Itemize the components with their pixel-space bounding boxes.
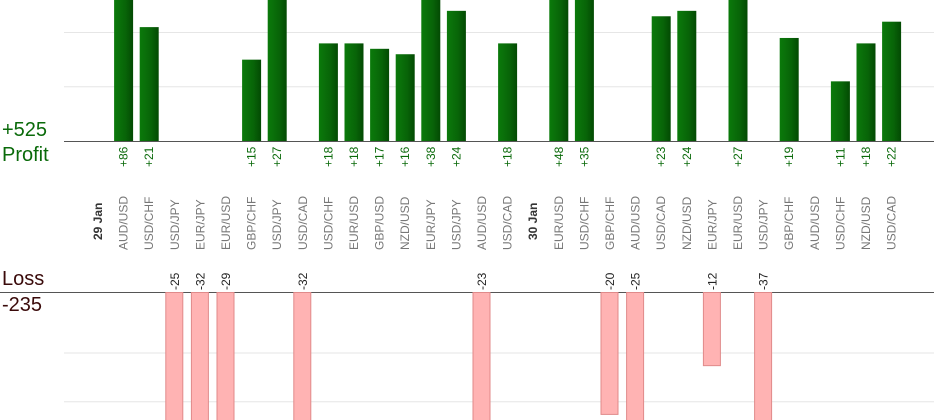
pair-label: EUR/JPY	[705, 199, 719, 250]
pair-label: USD/JPY	[757, 199, 771, 250]
loss-bar	[600, 292, 619, 415]
pair-label: EUR/JPY	[424, 199, 438, 250]
profit-bar	[549, 0, 569, 141]
profit-value-label: +18	[321, 146, 335, 167]
profit-bar	[677, 10, 697, 141]
loss-bar	[472, 292, 491, 420]
profit-value-label: +48	[552, 146, 566, 167]
profit-bar	[856, 43, 876, 142]
loss-bar	[216, 292, 235, 420]
loss-bar	[754, 292, 773, 420]
loss-value-label: -25	[629, 272, 643, 290]
date-label: 30 Jan	[526, 203, 540, 240]
loss-label: Loss	[2, 268, 45, 290]
profit-value-label: +18	[501, 146, 515, 167]
loss-bar	[165, 292, 184, 420]
pair-label: AUD/USD	[475, 196, 489, 250]
loss-value-label: -23	[475, 272, 489, 290]
loss-value-label: -20	[603, 272, 617, 290]
profit-label: Profit	[2, 144, 49, 166]
profit-value-label: +21	[142, 146, 156, 167]
pair-label: NZD/USD	[859, 196, 873, 250]
profit-bar	[370, 48, 390, 141]
profit-value-label: +86	[117, 146, 131, 167]
profit-value-label: +27	[731, 146, 745, 167]
loss-value-label: -29	[219, 272, 233, 290]
profit-bar	[779, 37, 799, 141]
profit-value-label: +16	[398, 146, 412, 167]
pair-label: USD/CAD	[296, 196, 310, 250]
profit-value-label: +18	[859, 146, 873, 167]
profit-bar	[267, 0, 287, 141]
profit-bar	[574, 0, 594, 141]
pair-label: GBP/CHF	[245, 197, 259, 250]
date-label: 29 Jan	[91, 203, 105, 240]
pair-label: EUR/USD	[219, 196, 233, 250]
pair-label: NZD/USD	[398, 196, 412, 250]
profit-value-label: +23	[654, 146, 668, 167]
profit-value-label: +24	[449, 146, 463, 167]
profit-bar	[318, 43, 338, 142]
bars-layer	[114, 0, 902, 420]
loss-value-label: -37	[757, 272, 771, 290]
profit-value-label: +18	[347, 146, 361, 167]
labels-layer: 29 Jan AUD/USD +86 USD/CHF +21 USD/JPY -25 EUR/…	[91, 146, 899, 290]
profit-value-label: +38	[424, 146, 438, 167]
loss-value-label: -32	[296, 272, 310, 290]
profit-value-label: +17	[373, 146, 387, 167]
profit-value-label: +19	[782, 146, 796, 167]
loss-bar	[293, 292, 312, 420]
pair-label: AUD/USD	[629, 196, 643, 250]
profit-bar	[446, 10, 466, 141]
pair-label: AUD/USD	[808, 196, 822, 250]
loss-bar	[190, 292, 209, 420]
profit-bar	[728, 0, 748, 141]
pair-label: USD/CHF	[142, 197, 156, 250]
profit-bar	[395, 54, 415, 141]
loss-bar	[702, 292, 721, 367]
pair-label: USD/CAD	[501, 196, 515, 250]
profit-value-label: +22	[885, 146, 899, 167]
profit-bar	[139, 27, 159, 141]
grid-layer	[0, 32, 934, 403]
pair-label: USD/CHF	[577, 197, 591, 250]
total-loss-label: -235	[2, 294, 43, 316]
profit-bar	[242, 59, 262, 141]
profit-bar	[882, 21, 902, 142]
profit-bar	[651, 16, 671, 142]
pair-label: EUR/JPY	[193, 199, 207, 250]
pair-label: GBP/CHF	[782, 197, 796, 250]
profit-value-label: +11	[833, 147, 847, 167]
profit-bar	[114, 0, 134, 141]
pair-label: EUR/USD	[552, 196, 566, 250]
loss-value-label: -32	[193, 272, 207, 290]
profit-value-label: +35	[577, 146, 591, 167]
pair-label: USD/CHF	[833, 197, 847, 250]
profit-value-label: +15	[245, 146, 259, 167]
pair-label: USD/CAD	[885, 196, 899, 250]
total-profit-label: +525	[2, 119, 48, 141]
pair-label: USD/JPY	[449, 199, 463, 250]
profit-bar	[498, 43, 518, 142]
pair-label: USD/JPY	[270, 199, 284, 250]
profit-bar	[830, 81, 850, 141]
pair-label: EUR/USD	[347, 196, 361, 250]
pair-label: USD/JPY	[168, 199, 182, 250]
profit-bar	[421, 0, 441, 141]
profit-value-label: +27	[270, 146, 284, 167]
pair-label: GBP/USD	[373, 196, 387, 250]
pair-label: USD/CAD	[654, 196, 668, 250]
loss-bar	[626, 292, 645, 420]
pair-label: AUD/USD	[117, 196, 131, 250]
pair-label: USD/CHF	[321, 197, 335, 250]
profit-value-label: +24	[680, 146, 694, 167]
pair-label: GBP/CHF	[603, 197, 617, 250]
pair-label: EUR/USD	[731, 196, 745, 250]
pair-label: NZD/USD	[680, 196, 694, 250]
profit-bar	[344, 43, 364, 142]
loss-value-label: -12	[705, 272, 719, 290]
loss-value-label: -25	[168, 272, 182, 290]
